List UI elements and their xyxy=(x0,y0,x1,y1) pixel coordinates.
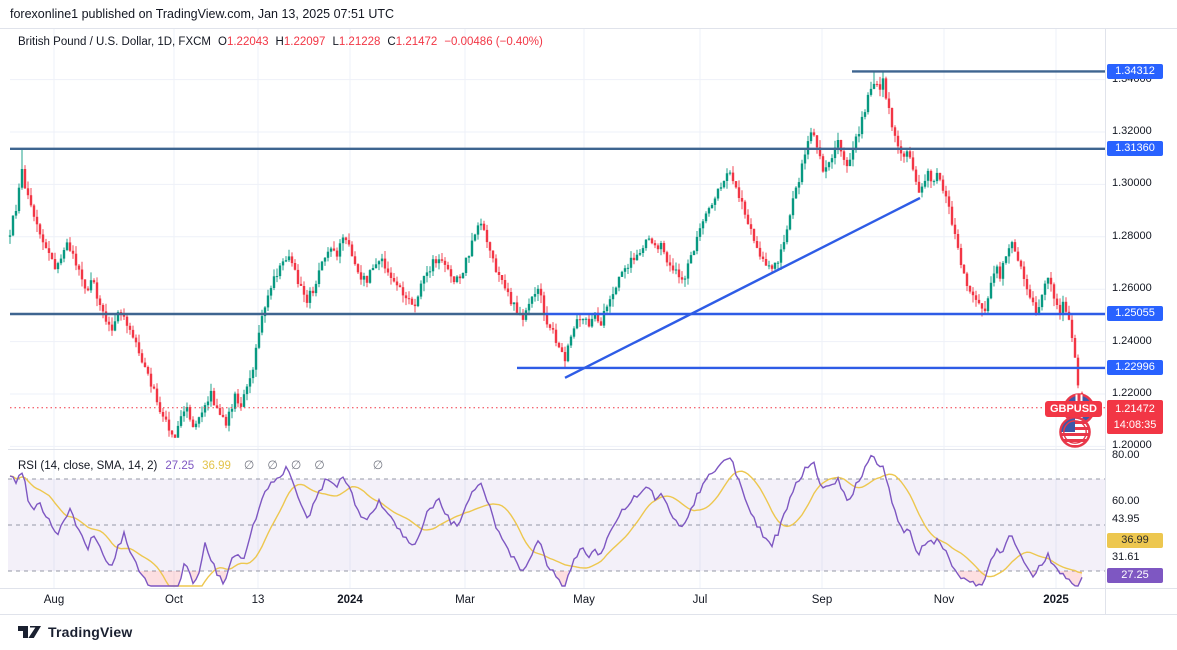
tradingview-brand-text: TradingView xyxy=(48,624,133,640)
gridlines xyxy=(10,28,1105,588)
level-price-badge: 1.22996 xyxy=(1107,360,1163,375)
change-value: −0.00486 (−0.40%) xyxy=(444,36,543,48)
ohlc-value: 1.21472 xyxy=(395,36,438,48)
price-tick-label: 1.20000 xyxy=(1112,439,1152,451)
time-tick-label: Sep xyxy=(811,594,833,606)
ohlc-values: O1.22043 H1.22097 L1.21228 C1.21472 xyxy=(211,36,437,48)
ohlc-value: 1.21228 xyxy=(338,36,381,48)
time-tick-label: 13 xyxy=(251,594,265,606)
rsi-legend: RSI (14, close, SMA, 14, 2) 27.25 36.99 ∅ ∅ ∅… xyxy=(18,458,383,472)
rsi-oversold-fill xyxy=(1030,571,1036,577)
rsi-oversold-fill xyxy=(139,571,181,586)
time-tick-label: Oct xyxy=(165,594,183,606)
ohlc-key: C xyxy=(387,36,396,48)
price-tick-label: 1.28000 xyxy=(1112,230,1152,242)
price-tick-label: 1.30000 xyxy=(1112,177,1152,189)
price-tick-label: 1.32000 xyxy=(1112,125,1152,137)
rsi-tick-label: 31.61 xyxy=(1112,551,1140,563)
time-tick-label: Jul xyxy=(692,594,708,606)
ohlc-key: O xyxy=(218,36,227,48)
price-tick-label: 1.26000 xyxy=(1112,282,1152,294)
rsi-line xyxy=(9,454,1083,587)
ohlc-key: L xyxy=(332,36,339,48)
rsi-ma-badge: 36.99 xyxy=(1107,533,1163,548)
time-tick-label: 2024 xyxy=(337,594,363,606)
symbol-legend: British Pound / U.S. Dollar, 1D, FXCM O1.… xyxy=(18,36,543,48)
level-price-badge: 1.34312 xyxy=(1107,64,1163,79)
rsi-tick-label: 80.00 xyxy=(1112,449,1140,461)
rsi-oversold-fill xyxy=(1060,571,1082,586)
publish-info: forexonline1 published on TradingView.co… xyxy=(10,7,395,21)
rsi-title: RSI (14, close, SMA, 14, 2) xyxy=(18,460,158,472)
ohlc-value: 1.22097 xyxy=(283,36,326,48)
level-price-badge: 1.31360 xyxy=(1107,141,1163,156)
rsi-value: 27.25 xyxy=(165,460,195,472)
hidden-plot-icon[interactable]: ∅ xyxy=(290,458,302,472)
price-tick-label: 1.22000 xyxy=(1112,387,1152,399)
ohlc-value: 1.22043 xyxy=(226,36,269,48)
hidden-plot-icon[interactable]: ∅ xyxy=(243,458,255,472)
current-price-badge: 1.21472 14:08:35 xyxy=(1107,400,1163,434)
rsi-tick-label: 60.00 xyxy=(1112,495,1140,507)
tradingview-logo-icon xyxy=(18,625,41,638)
time-tick-label: Aug xyxy=(43,594,65,606)
time-tick-label: Nov xyxy=(933,594,955,606)
symbol-title: British Pound / U.S. Dollar, 1D, FXCM xyxy=(18,36,212,48)
symbol-tag: GBPUSD xyxy=(1044,401,1102,417)
price-tick-label: 1.24000 xyxy=(1112,335,1152,347)
candles-layer xyxy=(8,71,1084,438)
level-price-badge: 1.25055 xyxy=(1107,306,1163,321)
time-tick-label: May xyxy=(573,594,595,606)
current-price-value: 1.21472 xyxy=(1115,403,1155,415)
rsi-oversold-fill xyxy=(217,571,226,584)
bar-countdown: 14:08:35 xyxy=(1113,419,1157,431)
rsi-ma-line xyxy=(9,470,1083,587)
time-tick-label: 2025 xyxy=(1043,594,1069,606)
rsi-tick-label: 43.95 xyxy=(1112,513,1140,525)
hidden-plot-icon[interactable]: ∅ xyxy=(314,458,325,472)
ohlc-key: H xyxy=(275,36,284,48)
rsi-band xyxy=(8,478,1105,571)
rsi-ma-value: 36.99 xyxy=(202,460,231,472)
rsi-hidden-plots: ∅ ∅ ∅ ∅ ∅ xyxy=(231,458,384,472)
rsi-oversold-fill xyxy=(958,571,985,586)
rsi-value-badge: 27.25 xyxy=(1107,568,1163,583)
trendline[interactable] xyxy=(564,196,921,379)
rsi-oversold-fill xyxy=(556,571,568,586)
time-tick-label: Mar xyxy=(455,594,475,606)
tradingview-attribution[interactable]: TradingView xyxy=(18,624,132,640)
hidden-plot-icon[interactable]: ∅ xyxy=(372,458,384,472)
hidden-plot-icon[interactable]: ∅ xyxy=(267,458,278,472)
